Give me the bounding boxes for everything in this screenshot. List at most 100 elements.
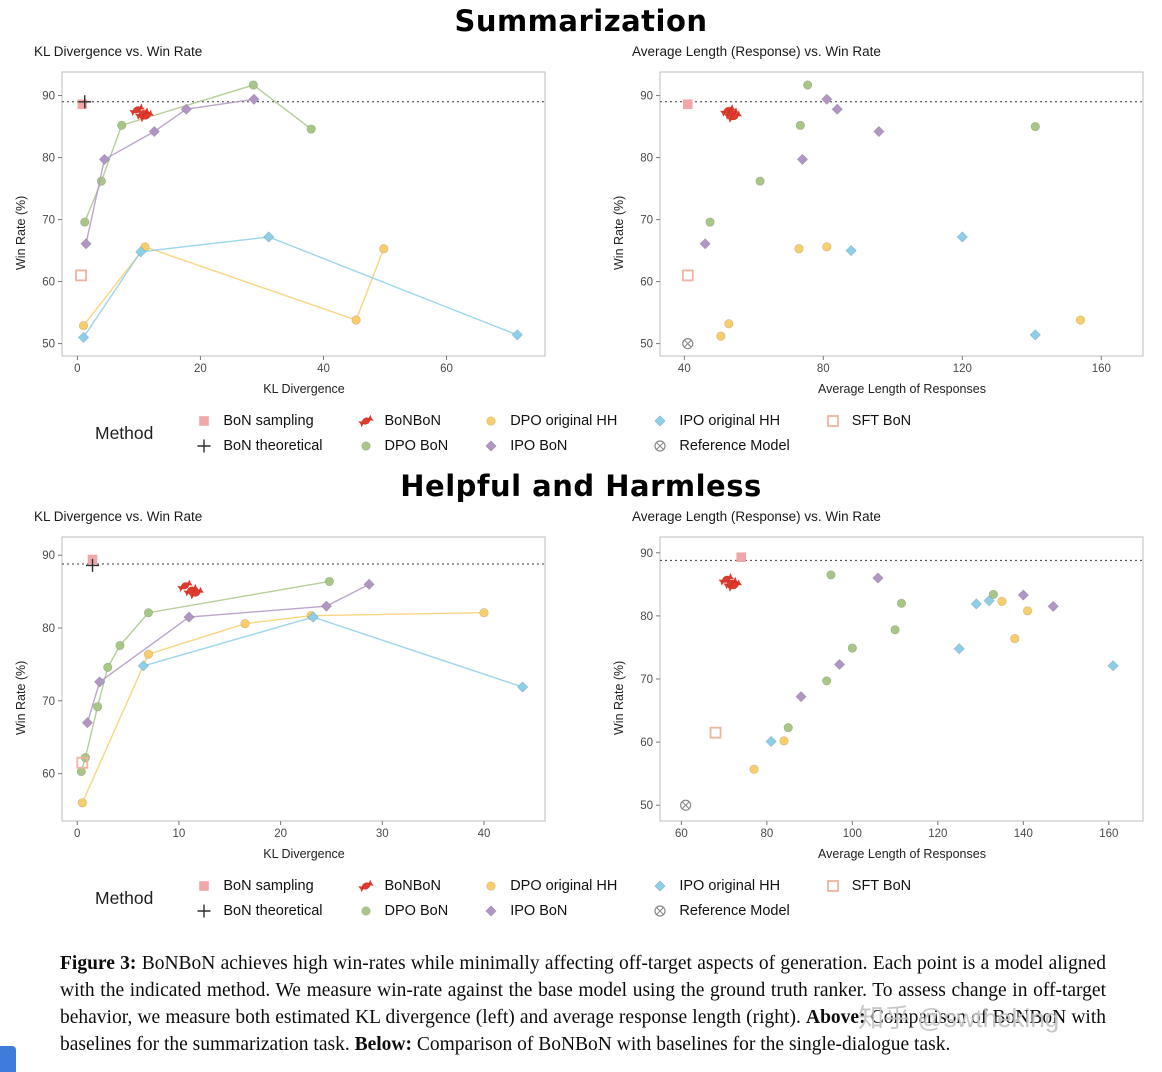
diamond-marker: [821, 93, 833, 105]
diamond-marker: [1107, 660, 1119, 672]
circle-marker: [749, 764, 759, 774]
diamond-marker: [796, 153, 809, 166]
x-tick-label: 20: [194, 363, 207, 375]
series-bonbon: [719, 104, 743, 123]
legend-item-label: SFT BoN: [851, 877, 912, 894]
diamond-marker: [248, 93, 260, 105]
series-ipo-bon: [81, 578, 375, 729]
open-square-marker: [826, 414, 839, 427]
legend-item-bon-theoretical: BoN theoretical: [191, 436, 323, 456]
y-tick-label: 80: [640, 611, 653, 623]
y-tick-label: 80: [42, 623, 55, 635]
legend-item-bon-sampling: BoN sampling: [191, 876, 322, 896]
y-tick-label: 70: [640, 215, 653, 227]
candy-marker: [726, 579, 743, 592]
legend-item-sft-bon: SFT BoN: [820, 411, 911, 431]
x-tick-label: 120: [928, 828, 947, 840]
legend-item-dpo-bon: DPO BoN: [353, 901, 448, 921]
y-tick-label: 70: [42, 696, 55, 708]
legend-item-label: DPO BoN: [384, 437, 449, 454]
y-tick-label: 50: [42, 339, 55, 351]
section-title-summarization: Summarization: [454, 4, 708, 38]
y-tick-label: 50: [640, 339, 653, 351]
legend-item-sft-bon: SFT BoN: [820, 876, 911, 896]
chart-canvas-length-summarization: 40 80 120 160 50 60 70 80 90: [640, 71, 1144, 375]
legend-item-dpo-original-hh: DPO original HH: [478, 411, 617, 431]
diamond-marker: [511, 329, 523, 341]
plot-kl-winrate-hh: KL Divergence vs. Win Rate Win Rate (%) …: [14, 509, 554, 864]
series-ipo-bon: [80, 93, 260, 250]
diamond-marker: [77, 331, 90, 344]
circle-marker: [306, 124, 316, 134]
diamond-marker: [872, 572, 884, 584]
series-bonbon: [129, 103, 155, 123]
circle-marker: [1030, 121, 1040, 132]
series-sft-bon: [75, 269, 87, 282]
x-axis-label: Average Length of Responses: [818, 847, 986, 861]
y-axis-label: Win Rate (%): [14, 195, 28, 271]
y-axis-label: Win Rate (%): [612, 660, 626, 736]
circle-marker: [248, 80, 258, 90]
x-tick-label: 100: [843, 828, 862, 840]
square-marker: [77, 99, 88, 110]
circle-marker: [1010, 634, 1020, 644]
circle-x-icon: [654, 439, 666, 452]
plot-length-winrate-hh: Average Length (Response) vs. Win Rate W…: [612, 509, 1152, 864]
circle-marker: [240, 619, 250, 629]
candy-marker: [357, 414, 374, 427]
circle-marker: [117, 120, 127, 130]
circle-x-marker: [682, 337, 694, 350]
circle-marker: [896, 598, 907, 608]
legend-item-label: BoNBoN: [384, 877, 441, 894]
y-tick-label: 60: [640, 277, 653, 289]
plus-marker: [78, 95, 92, 109]
legend-item-label: Reference Model: [679, 437, 790, 454]
chart-canvas-kl-summarization: 0 20 40 60 50 60 70 80 90: [42, 71, 546, 375]
y-tick-label: 70: [42, 215, 55, 227]
candy-marker: [129, 103, 145, 117]
x-axis-label: KL Divergence: [263, 382, 345, 396]
circle-marker: [822, 242, 832, 252]
series-sft-bon: [681, 269, 694, 282]
diamond-icon: [485, 904, 497, 917]
plus-icon: [197, 904, 211, 917]
legend-item-dpo-bon: DPO BoN: [353, 436, 449, 456]
legend-item-label: Reference Model: [679, 902, 790, 919]
series-bonbon: [177, 579, 204, 600]
blue-ui-fragment: [0, 1046, 16, 1072]
candy-marker: [188, 586, 204, 600]
circle-marker: [360, 905, 371, 916]
diamond-marker: [1029, 329, 1041, 341]
circle-marker: [847, 643, 857, 653]
diamond-marker: [654, 414, 666, 427]
plus-marker: [197, 439, 211, 452]
diamond-marker: [845, 244, 857, 257]
y-tick-label: 90: [640, 548, 653, 560]
diamond-marker: [953, 643, 965, 655]
circle-marker: [351, 315, 361, 325]
legend-helpful-harmless: Method BoN sampling BoN theoretical BoNBoN…: [0, 872, 1162, 924]
series-sft-bon: [76, 756, 89, 769]
x-tick-label: 0: [74, 363, 80, 375]
diamond-marker: [98, 153, 111, 166]
plot-panel: [61, 71, 546, 357]
legend-item-bon-theoretical: BoN theoretical: [191, 901, 323, 921]
diamond-marker: [485, 904, 497, 917]
legend-summarization: Method BoN sampling BoN theoretical BoNBoN…: [0, 407, 1162, 459]
diamond-marker: [320, 600, 333, 612]
legend-item-bonbon: BoNBoN: [353, 411, 449, 431]
diamond-marker: [956, 231, 968, 243]
diamond-marker: [795, 691, 807, 703]
legend-item-label: SFT BoN: [851, 412, 912, 429]
circle-marker: [486, 880, 496, 891]
series-ipo-original-hh: [845, 231, 1041, 341]
diamond-marker: [93, 676, 106, 688]
y-axis-label: Win Rate (%): [612, 195, 626, 271]
series-ipo-bon: [699, 93, 885, 250]
series-dpo-bon: [783, 570, 998, 733]
plot-panel: [659, 71, 1144, 357]
circle-marker: [1075, 315, 1086, 325]
circle-marker: [324, 576, 335, 587]
open-square-marker: [709, 726, 722, 739]
